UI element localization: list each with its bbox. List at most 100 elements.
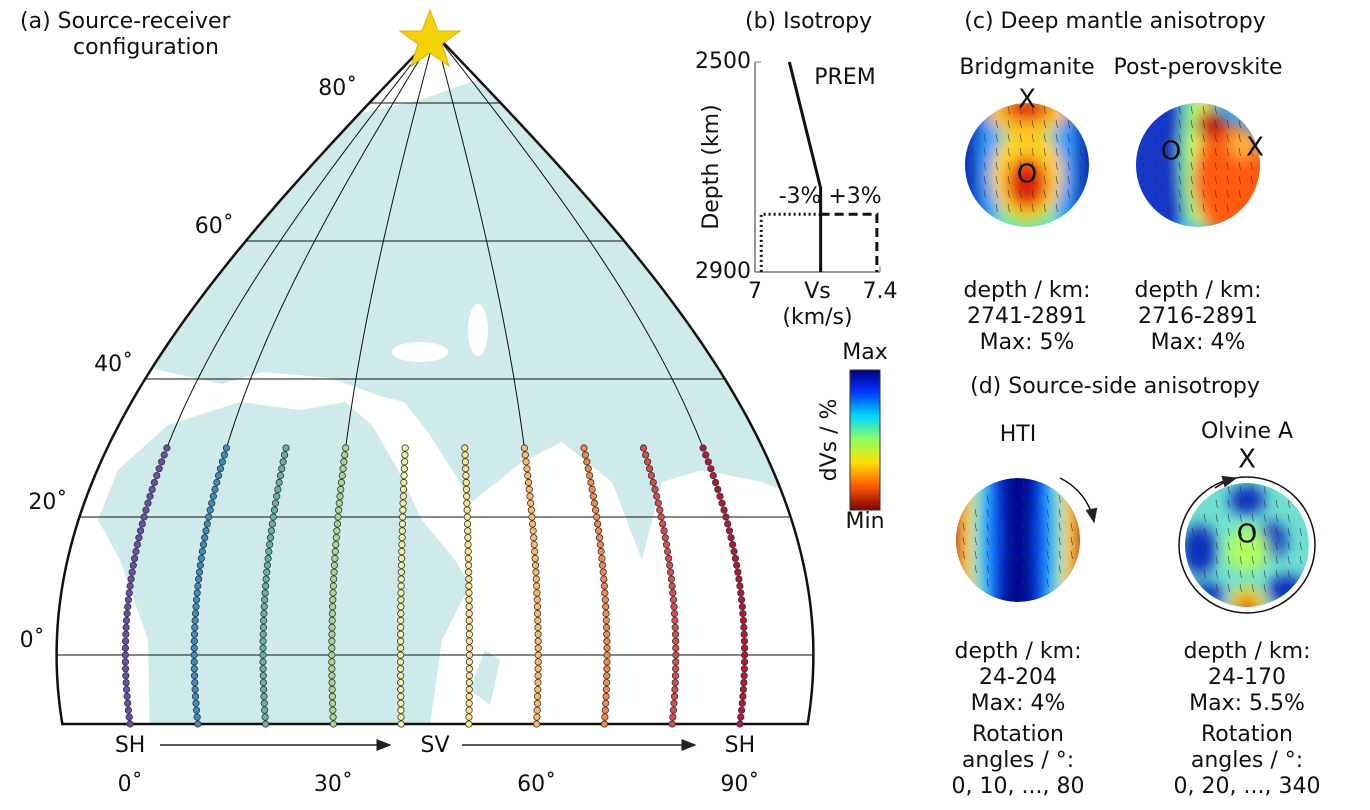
station (335, 506, 343, 514)
fast-axis (1287, 527, 1290, 537)
station (163, 444, 171, 452)
latitude-label: 60˚ (195, 214, 234, 239)
station (397, 637, 405, 645)
fast-axis (1007, 105, 1010, 115)
fast-axis (1226, 119, 1229, 129)
longitude-label: 60˚ (517, 772, 556, 797)
station (122, 672, 130, 680)
station (716, 492, 724, 500)
fast-axis (1250, 175, 1253, 185)
station (260, 692, 268, 701)
fast-axis (1239, 555, 1242, 565)
pattern-blob (1007, 157, 1047, 209)
station (669, 589, 677, 597)
station (218, 458, 226, 466)
station (338, 471, 346, 480)
fast-axis (986, 508, 989, 518)
fast-axis (1202, 133, 1205, 143)
station (398, 527, 406, 535)
station (259, 672, 267, 680)
marker: X (1018, 85, 1036, 115)
station (462, 478, 470, 487)
fast-axis (1022, 494, 1025, 504)
fast-axis (1238, 133, 1241, 143)
station (465, 658, 473, 666)
station (737, 706, 746, 714)
model-name: HTI (1000, 422, 1036, 447)
rotation-arrow (1214, 475, 1238, 489)
fast-axis (1067, 175, 1070, 185)
station (725, 527, 734, 535)
fast-axis (1203, 513, 1206, 523)
fast-axis (1019, 203, 1022, 213)
station (328, 685, 336, 694)
fast-axis (1190, 161, 1193, 171)
fast-axis (974, 564, 977, 574)
station (203, 520, 211, 528)
rotation-ring (1178, 476, 1316, 614)
station (195, 575, 203, 583)
station (397, 568, 405, 576)
station (399, 506, 407, 514)
fast-axis (1287, 555, 1290, 565)
station (190, 672, 199, 680)
longitude-label: 30˚ (314, 772, 353, 797)
pattern-blob (979, 103, 999, 227)
station (259, 658, 267, 666)
station (262, 582, 270, 590)
fast-axis (1058, 522, 1061, 532)
fast-axis (995, 175, 998, 185)
fast-axis (1263, 583, 1266, 593)
fast-axis (1034, 536, 1037, 546)
station (465, 637, 473, 645)
station (259, 651, 267, 659)
station (740, 672, 748, 680)
station (397, 609, 405, 618)
caption: Rotation (972, 722, 1064, 747)
station (600, 575, 608, 583)
fast-axis (1031, 105, 1034, 115)
fast-axis (1190, 189, 1193, 199)
latitude-label: 0˚ (20, 628, 45, 653)
fast-axis (1275, 555, 1278, 565)
station (671, 672, 680, 680)
station (192, 699, 200, 707)
fast-axis (983, 147, 986, 157)
station (740, 665, 749, 673)
station (727, 534, 735, 542)
station (668, 720, 676, 728)
station (259, 630, 267, 638)
station (598, 561, 607, 569)
series-label: PREM (814, 65, 875, 90)
station (595, 534, 604, 542)
caption: Max: 5.5% (1189, 691, 1305, 716)
station (397, 623, 405, 632)
station (465, 609, 473, 618)
fast-axis (1263, 499, 1266, 509)
longitude-label: 0˚ (118, 772, 143, 797)
fast-axis (1178, 175, 1181, 185)
station (590, 499, 599, 507)
fast-axis (1043, 133, 1046, 143)
fast-axis (1226, 147, 1229, 157)
fast-axis (1007, 133, 1010, 143)
station (523, 465, 531, 473)
station (160, 451, 168, 459)
station (328, 603, 337, 611)
station (194, 582, 202, 590)
station (125, 713, 133, 721)
station (672, 651, 680, 659)
marker: O (1161, 137, 1181, 167)
fast-axis (995, 161, 998, 171)
station (463, 492, 471, 500)
fast-axis (1287, 513, 1290, 523)
station (672, 637, 680, 645)
station (740, 658, 749, 666)
fast-axis (998, 536, 1001, 546)
fast-axis (971, 175, 974, 185)
station (127, 575, 135, 583)
station (398, 540, 406, 549)
station (740, 651, 749, 659)
fast-axis (1191, 541, 1194, 551)
